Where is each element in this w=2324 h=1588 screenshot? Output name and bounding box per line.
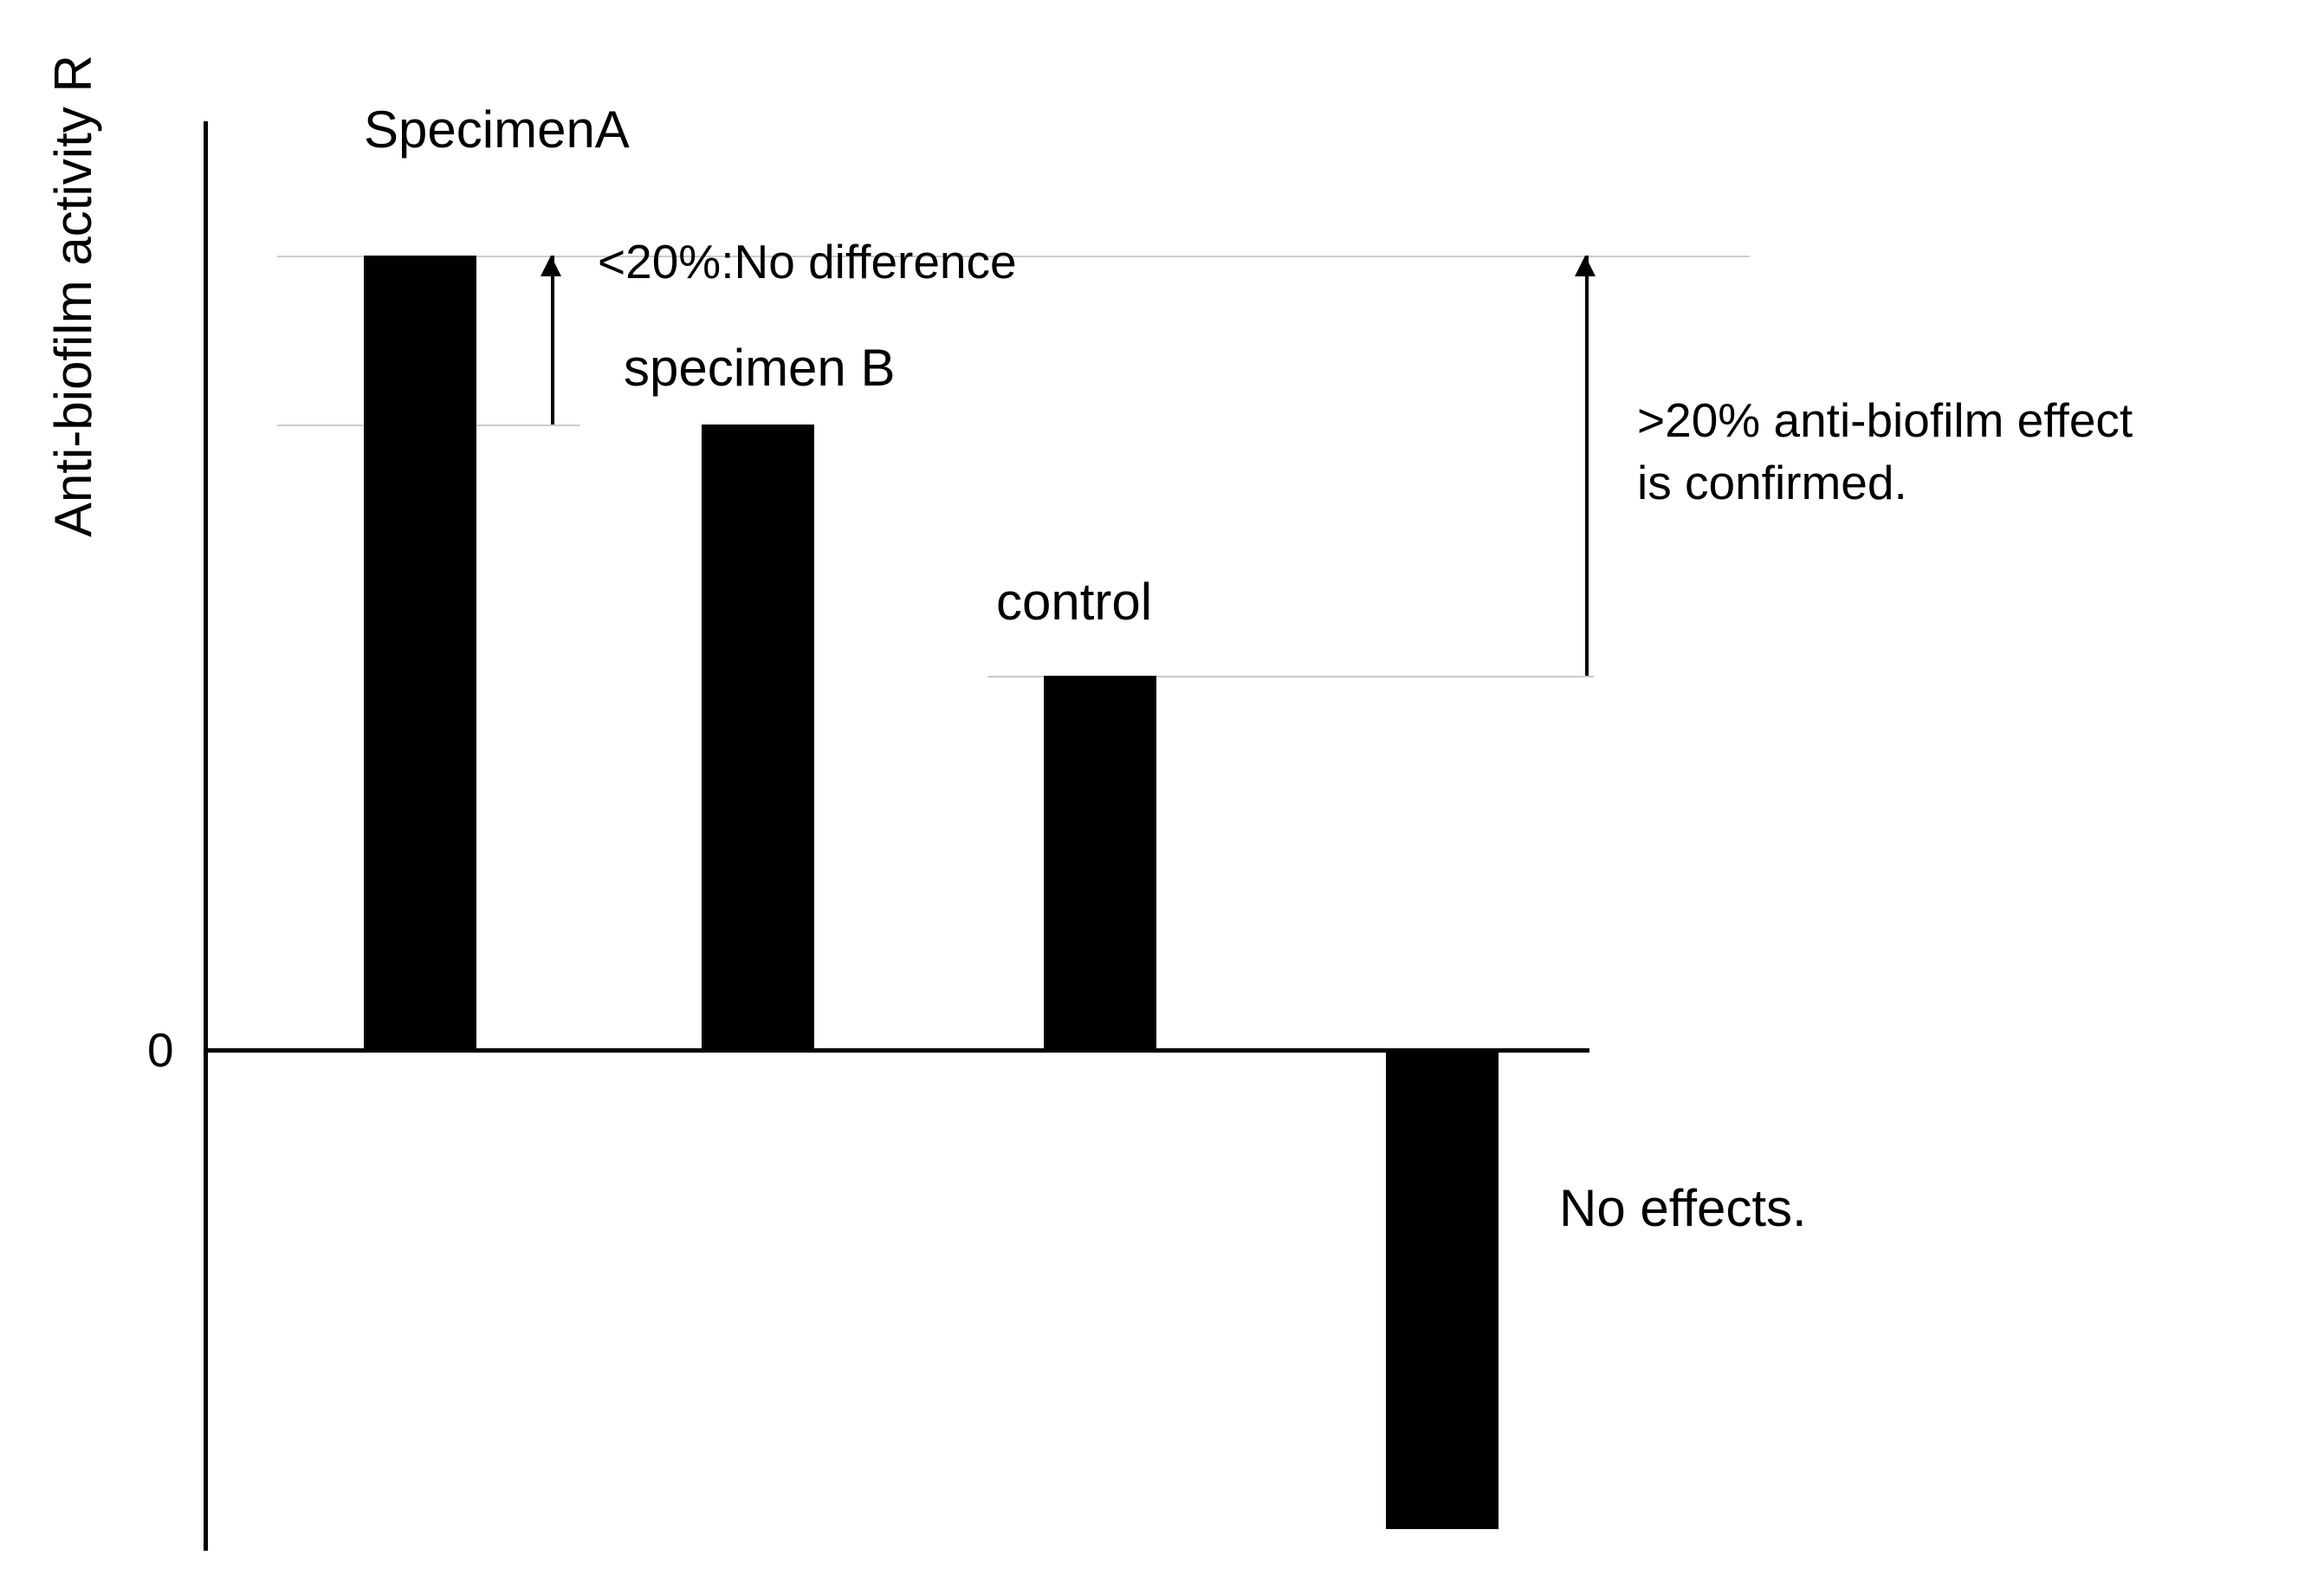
arrow-long-head <box>1575 256 1596 276</box>
annotation-confirmed-line2: is confirmed. <box>1637 452 2133 515</box>
arrow-short-line <box>551 256 554 425</box>
y-axis-line <box>204 121 208 1551</box>
label-no-effects: No effects. <box>1559 1178 1807 1238</box>
annotation-confirmed: >20% anti-biofilm effect is confirmed. <box>1637 390 2133 514</box>
y-axis-label: Anti-biofilm activity R <box>43 55 103 537</box>
bar-no-effects <box>1386 1053 1499 1529</box>
label-specimen-a: SpecimenA <box>364 100 630 159</box>
annotation-no-difference: <20%:No difference <box>598 234 1017 289</box>
annotation-confirmed-line1: >20% anti-biofilm effect <box>1637 390 2133 452</box>
label-specimen-b: specimen B <box>624 338 895 398</box>
label-control: control <box>996 572 1152 632</box>
bar-specimen-b <box>702 425 814 1048</box>
bar-specimen-a <box>364 256 476 1048</box>
zero-label: 0 <box>147 1022 174 1078</box>
arrow-short-head <box>541 256 561 276</box>
bar-control <box>1044 676 1156 1048</box>
arrow-long-line <box>1585 256 1589 676</box>
x-axis-line <box>204 1048 1589 1053</box>
chart-container: Anti-biofilm activity R 0 SpecimenA spec… <box>35 35 2289 1553</box>
